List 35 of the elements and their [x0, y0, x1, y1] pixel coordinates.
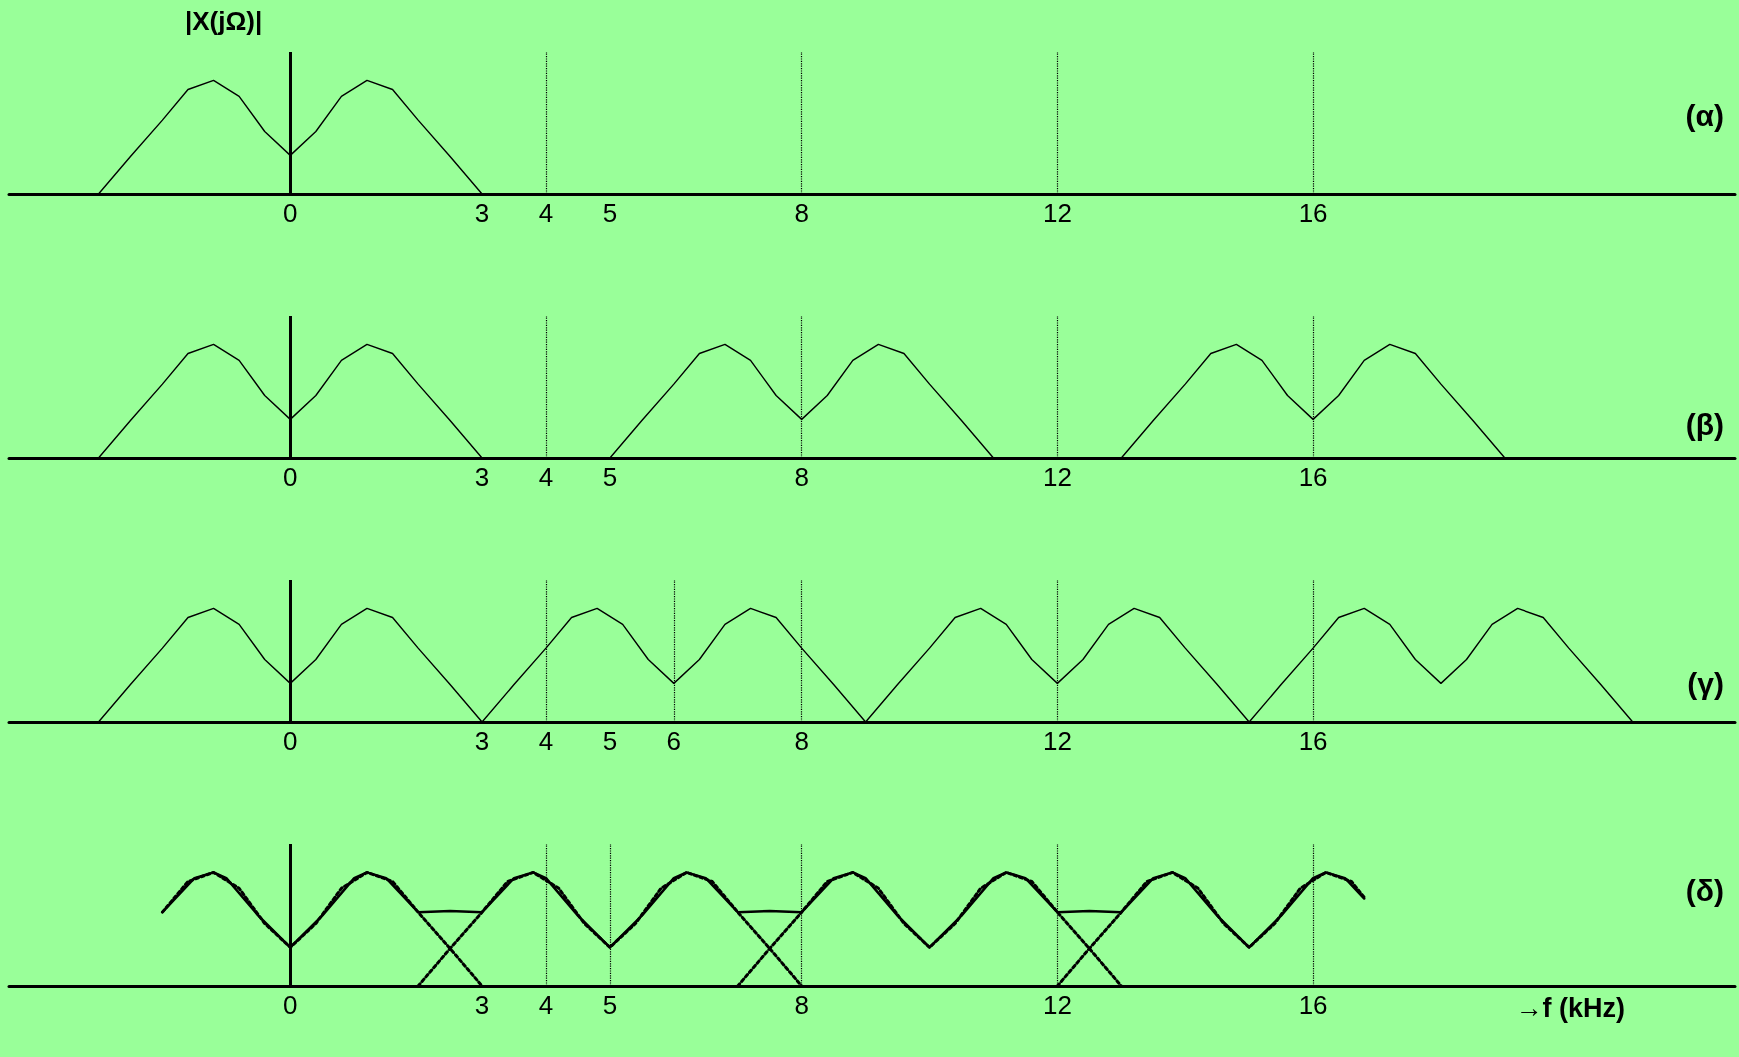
x-tick-label: 3	[474, 462, 490, 492]
x-tick-label: 5	[602, 990, 618, 1020]
x-tick-label: 5	[602, 462, 618, 492]
x-axis-title: →f (kHz)	[1515, 992, 1625, 1023]
text: (β)	[1685, 407, 1725, 441]
x-tick-label: 4	[538, 726, 554, 756]
x-tick-label: 16	[1298, 462, 1328, 492]
x-tick-label: 16	[1298, 726, 1328, 756]
x-tick-label: 3	[474, 990, 490, 1020]
x-tick-label: 8	[794, 462, 809, 492]
x-tick-label: 0	[283, 462, 298, 492]
x-tick-label: 4	[538, 462, 554, 492]
x-tick-label: 0	[283, 990, 298, 1020]
x-tick-label: 4	[538, 990, 554, 1020]
x-tick-label: 0	[283, 726, 298, 756]
x-tick-label: 0	[283, 198, 298, 228]
x-tick-label: 5	[602, 726, 618, 756]
chart-title: (δ)	[1685, 873, 1725, 907]
text: (γ)	[1687, 666, 1725, 700]
y-axis-title: |X(jΩ)|	[185, 6, 263, 36]
x-tick-label: 12	[1042, 726, 1072, 756]
x-tick-label: 8	[794, 198, 809, 228]
x-tick-label: 8	[794, 726, 809, 756]
x-tick-label: 12	[1042, 198, 1072, 228]
x-tick-label: 5	[602, 198, 618, 228]
x-tick-label: 16	[1298, 198, 1328, 228]
x-tick-label: 4	[538, 198, 554, 228]
text: (α)	[1685, 98, 1725, 132]
x-tick-label: 16	[1298, 990, 1328, 1020]
x-tick-label: 3	[474, 198, 490, 228]
x-tick-label: 12	[1042, 990, 1072, 1020]
x-tick-label: 12	[1042, 462, 1072, 492]
x-tick-label: 3	[474, 726, 490, 756]
x-tick-label: 8	[794, 990, 809, 1020]
x-tick-label: 6	[666, 726, 682, 756]
